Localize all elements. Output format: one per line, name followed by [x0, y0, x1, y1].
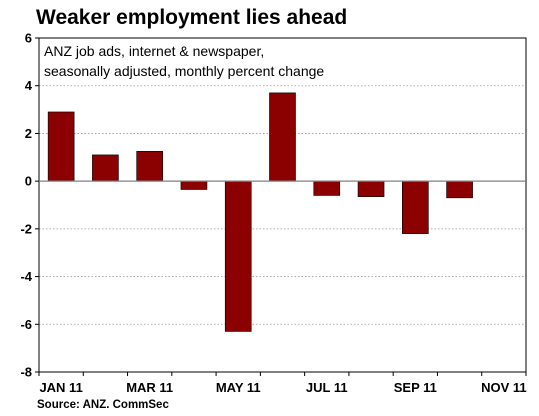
- y-tick-label: -2: [20, 221, 32, 236]
- bars: [47, 92, 473, 332]
- bar-may-11: [224, 180, 252, 332]
- y-tick-label: -8: [20, 365, 32, 380]
- y-tick-label: 6: [25, 31, 32, 46]
- x-tick-label: JAN 11: [39, 380, 82, 395]
- bar-oct-11: [446, 180, 473, 199]
- x-tick-label: JUL 11: [306, 380, 348, 395]
- annotation-background: [40, 40, 375, 84]
- bar-jun-11: [269, 92, 296, 182]
- y-tick-label: 4: [25, 78, 33, 93]
- annotation-line-2: seasonally adjusted, monthly percent cha…: [44, 63, 324, 79]
- y-tick-label: -4: [20, 269, 32, 284]
- y-tick-label: 2: [25, 126, 32, 141]
- y-tick-label: 0: [25, 174, 32, 189]
- bar-apr-11: [180, 180, 208, 190]
- axes: [38, 37, 527, 373]
- x-tick-label: MAY 11: [216, 380, 261, 395]
- plot-frame: [38, 37, 527, 373]
- bar-sep-11: [402, 180, 429, 234]
- bar-jul-11: [313, 180, 341, 196]
- source-note: Source: ANZ. CommSec: [37, 399, 169, 411]
- x-tick-label: SEP 11: [394, 380, 437, 395]
- annotation-box: ANZ job ads, internet & newspaper, seaso…: [40, 40, 375, 84]
- bar-aug-11: [357, 180, 385, 197]
- bar-mar-11: [136, 151, 163, 182]
- y-axis-ticks: 6 4 2 0 -2 -4 -6 -8: [20, 31, 39, 380]
- annotation-line-1: ANZ job ads, internet & newspaper,: [44, 43, 264, 59]
- x-tick-label: MAR 11: [126, 380, 173, 395]
- y-tick-label: -6: [20, 317, 32, 332]
- x-axis-ticks: JAN 11 MAR 11 MAY 11 JUL 11 SEP 11 NOV 11: [38, 372, 527, 395]
- x-tick-label: NOV 11: [481, 380, 527, 395]
- chart-title: Weaker employment lies ahead: [36, 6, 348, 29]
- bar-feb-11: [92, 154, 119, 182]
- bar-jan-11: [47, 111, 75, 182]
